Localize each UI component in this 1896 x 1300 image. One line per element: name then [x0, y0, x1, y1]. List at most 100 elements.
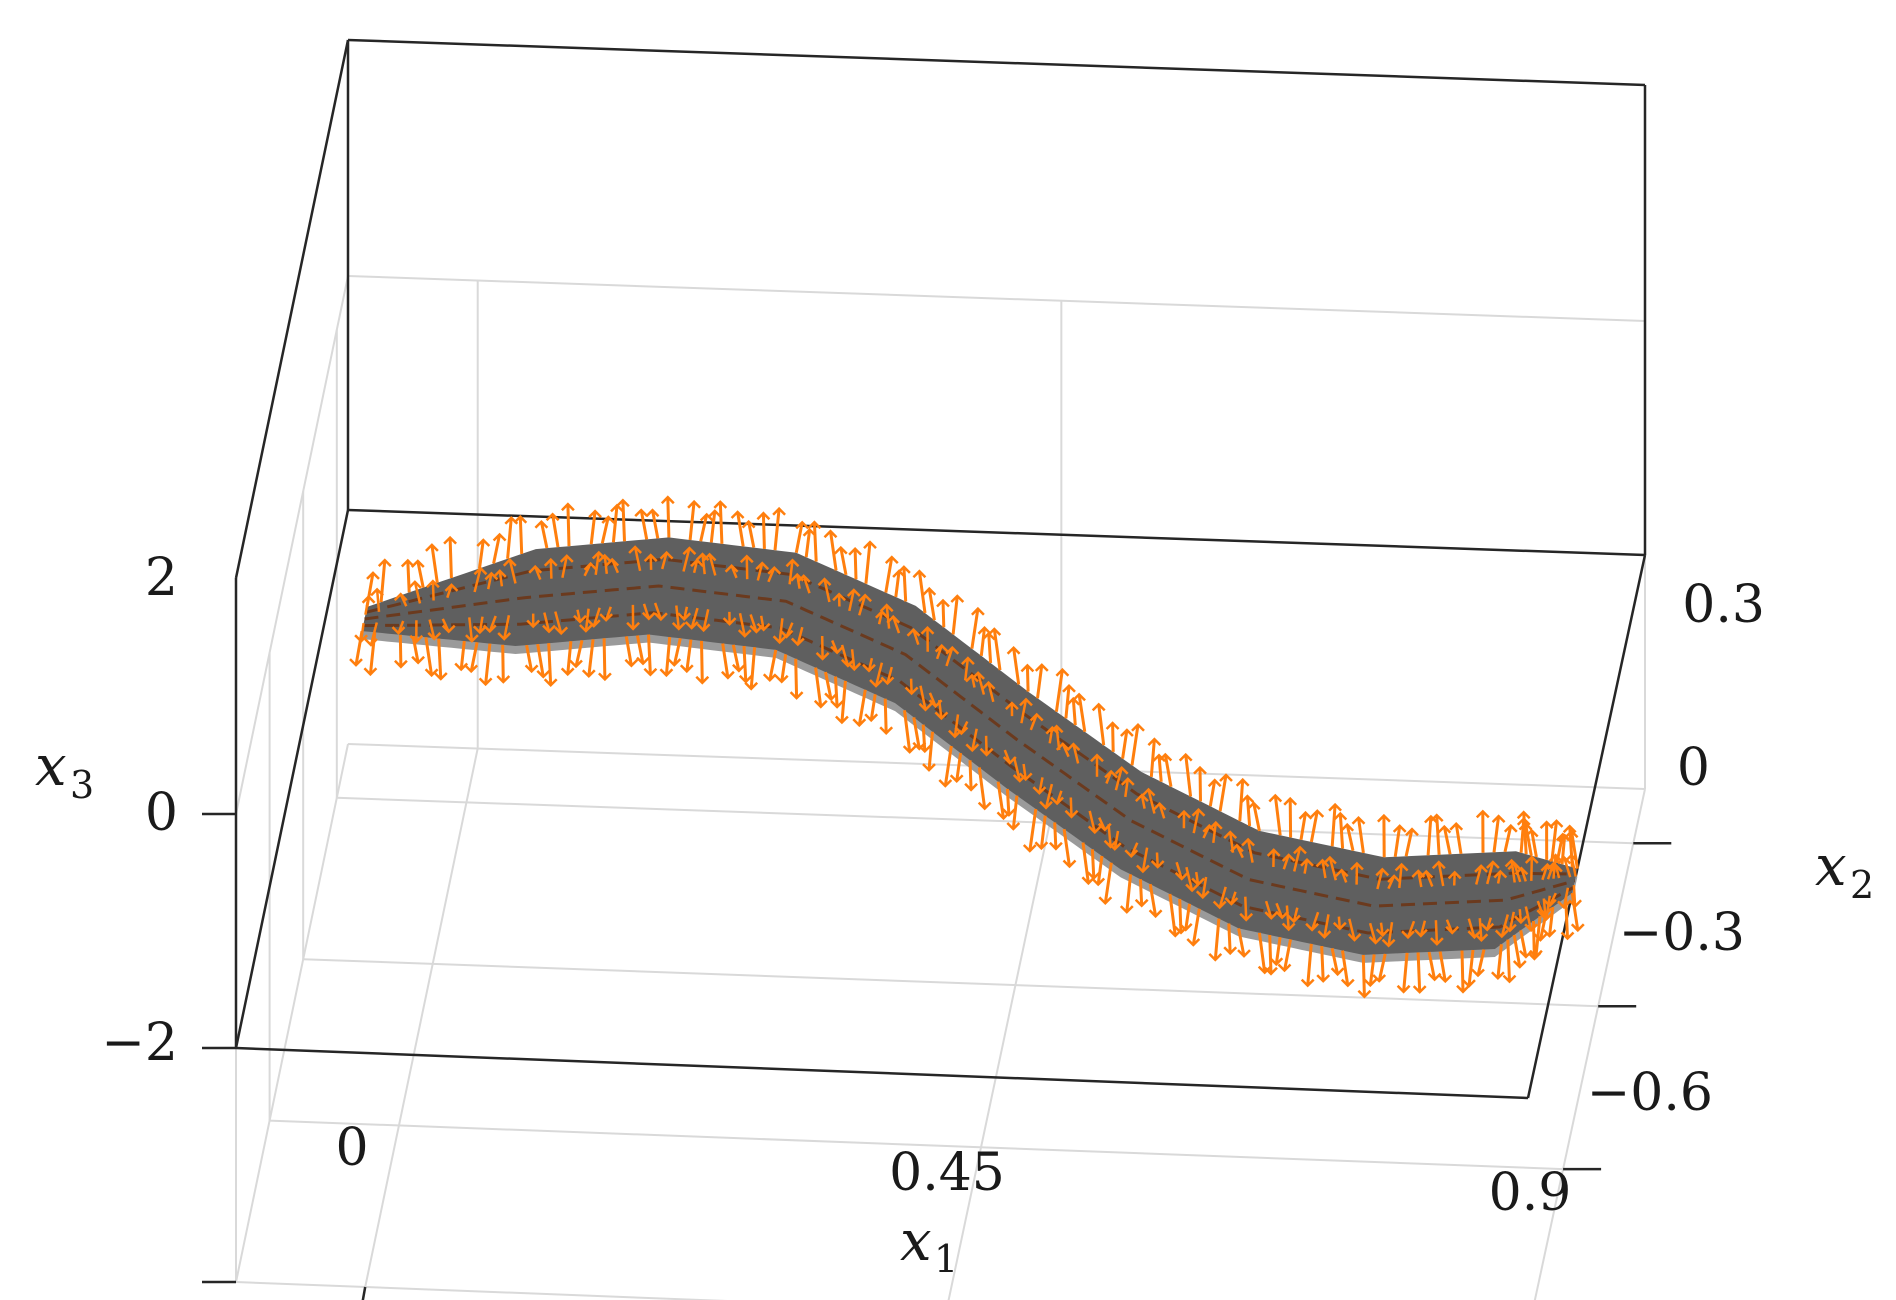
svg-text:1: 1 — [934, 1237, 958, 1281]
vector-arrow — [1012, 647, 1021, 685]
x1-tick-label: 0.9 — [1489, 1163, 1572, 1223]
vector-arrow — [1452, 872, 1456, 886]
vector-arrowhead — [961, 656, 975, 665]
vector-arrowhead — [1002, 808, 1016, 817]
vector-arrowhead — [832, 592, 846, 602]
vector-arrow — [501, 644, 505, 683]
vector-arrowhead — [1514, 866, 1529, 876]
vector-arrowhead — [581, 669, 596, 678]
vector-arrow — [709, 510, 717, 543]
vector-arrow — [1044, 783, 1054, 809]
vector-arrowhead — [1124, 849, 1139, 858]
vector-arrow — [1337, 916, 1342, 929]
vector-arrow — [979, 627, 986, 656]
vector-arrowhead — [1219, 773, 1233, 782]
vector-arrowhead — [597, 553, 612, 563]
vector-arrow — [812, 522, 818, 562]
grid-line — [947, 768, 1063, 1300]
vector-arrowhead — [1193, 765, 1207, 775]
vector-arrowhead — [1514, 915, 1528, 925]
vector-arrowhead — [1405, 827, 1419, 837]
vector-arrowhead — [1323, 855, 1337, 865]
vector-arrowhead — [427, 632, 442, 641]
vector-arrowhead — [1119, 905, 1134, 914]
vector-arrowhead — [1283, 796, 1298, 806]
vector-arrowhead — [936, 598, 950, 608]
vector-arrowhead — [1207, 778, 1222, 788]
grid-line — [269, 1119, 1564, 1171]
vector-arrowhead — [920, 626, 935, 635]
vector-arrow — [1081, 842, 1090, 884]
vector-arrowhead — [1467, 930, 1482, 940]
vector-arrowhead — [349, 658, 363, 667]
vector-arrow — [1345, 824, 1355, 852]
vector-arrowhead — [790, 637, 805, 647]
vector-arrow — [731, 644, 741, 672]
vector-arrowhead — [1050, 796, 1064, 806]
vector-arrow — [884, 556, 894, 593]
vector-arrowhead — [1230, 843, 1244, 853]
vector-arrowhead — [1141, 787, 1156, 797]
vector-arrow — [1192, 809, 1200, 834]
vector-arrow — [602, 638, 607, 680]
vector-arrowhead — [561, 502, 575, 512]
vector-arrowhead — [1178, 923, 1193, 932]
vector-arrow — [718, 501, 724, 544]
vector-arrow — [430, 544, 439, 584]
vector-arrow — [864, 541, 872, 584]
vector-arrowhead — [1235, 777, 1250, 787]
grid-line — [303, 958, 1599, 1008]
vector-arrow — [1155, 852, 1159, 868]
vector-arrow — [1038, 777, 1044, 794]
vector-arrowhead — [1412, 985, 1427, 994]
vector-arrowhead — [724, 564, 739, 573]
vector-arrowhead — [543, 557, 558, 567]
x3-tick-label: 0 — [145, 783, 178, 843]
vector-arrow — [874, 662, 884, 687]
vector-arrowhead — [762, 673, 777, 682]
vector-arrow — [364, 596, 370, 615]
vector-arrowhead — [1524, 828, 1539, 838]
vector-arrowhead — [426, 579, 440, 589]
vector-arrow — [639, 509, 649, 540]
vector-arrowhead — [671, 622, 686, 631]
vector-arrowhead — [1377, 813, 1391, 823]
vector-arrowhead — [1424, 814, 1438, 824]
vector-arrowhead — [1396, 984, 1411, 994]
vector-arrow — [651, 509, 660, 539]
vector-arrowhead — [732, 663, 746, 673]
x3-tick-label: −2 — [101, 1013, 178, 1073]
vector-arrowhead — [1438, 974, 1453, 984]
vector-arrow — [633, 546, 642, 572]
vector-arrowhead — [744, 681, 759, 691]
vector-arrow — [1310, 911, 1320, 931]
vector-arrowhead — [1524, 855, 1539, 864]
vector-arrowhead — [1316, 974, 1331, 983]
vector-arrowhead — [679, 664, 694, 674]
vector-arrowhead — [1507, 861, 1522, 871]
vector-arrow — [666, 497, 671, 538]
vector-arrowhead — [1557, 833, 1572, 843]
vector-arrowhead — [1120, 777, 1135, 786]
vector-arrow — [1130, 724, 1140, 766]
vector-arrow — [747, 521, 756, 548]
vector-arrow — [1570, 855, 1577, 877]
vector-arrowhead — [1503, 923, 1517, 933]
vector-arrow — [1416, 952, 1422, 993]
vector-arrow — [431, 581, 435, 601]
vector-arrow — [702, 609, 710, 631]
vector-arrowhead — [1148, 909, 1163, 919]
vector-arrow — [1524, 823, 1533, 856]
vector-arrowhead — [1191, 877, 1205, 887]
vector-arrowhead — [1300, 858, 1314, 867]
vector-arrowhead — [1493, 869, 1508, 879]
vector-arrow — [469, 642, 479, 672]
vector-arrowhead — [687, 499, 701, 509]
vector-arrowhead — [1195, 890, 1210, 900]
vector-arrowhead — [1029, 712, 1044, 722]
vector-arrowhead — [473, 625, 487, 635]
vector-arrowhead — [755, 561, 770, 570]
vector-arrow — [1402, 952, 1409, 992]
vector-arrow — [804, 529, 812, 558]
vector-arrowhead — [830, 700, 844, 709]
